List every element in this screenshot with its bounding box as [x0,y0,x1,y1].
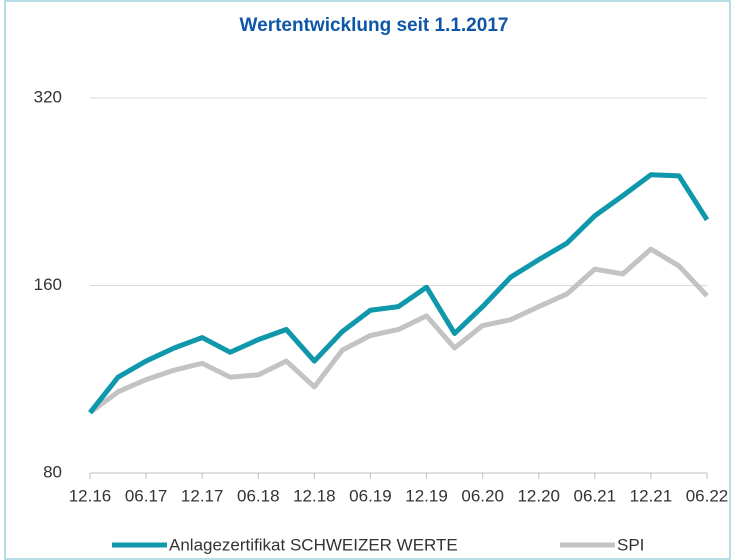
y-tick-label: 80 [43,462,62,481]
x-tick-label: 12.21 [630,486,673,505]
x-tick-label: 06.18 [237,486,280,505]
series-line [88,172,710,415]
series-line [88,246,709,415]
chart-title: Wertentwicklung seit 1.1.2017 [240,15,509,36]
legend-label: SPI [617,535,644,554]
x-tick-label: 12.16 [69,486,112,505]
legend-label: Anlagezertifikat SCHWEIZER WERTE [169,535,458,554]
x-tick-label: 06.20 [461,486,504,505]
x-tick-label: 12.17 [181,486,224,505]
x-tick-label: 12.20 [517,486,560,505]
x-tick-label: 12.18 [293,486,336,505]
chart-frame [4,0,731,560]
x-tick-label: 06.22 [686,486,729,505]
x-tick-label: 06.21 [574,486,617,505]
x-tick-label: 06.17 [125,486,168,505]
x-tick-label: 12.19 [405,486,448,505]
x-tick-label: 06.19 [349,486,392,505]
y-tick-label: 320 [34,87,62,106]
y-tick-label: 160 [34,275,62,294]
